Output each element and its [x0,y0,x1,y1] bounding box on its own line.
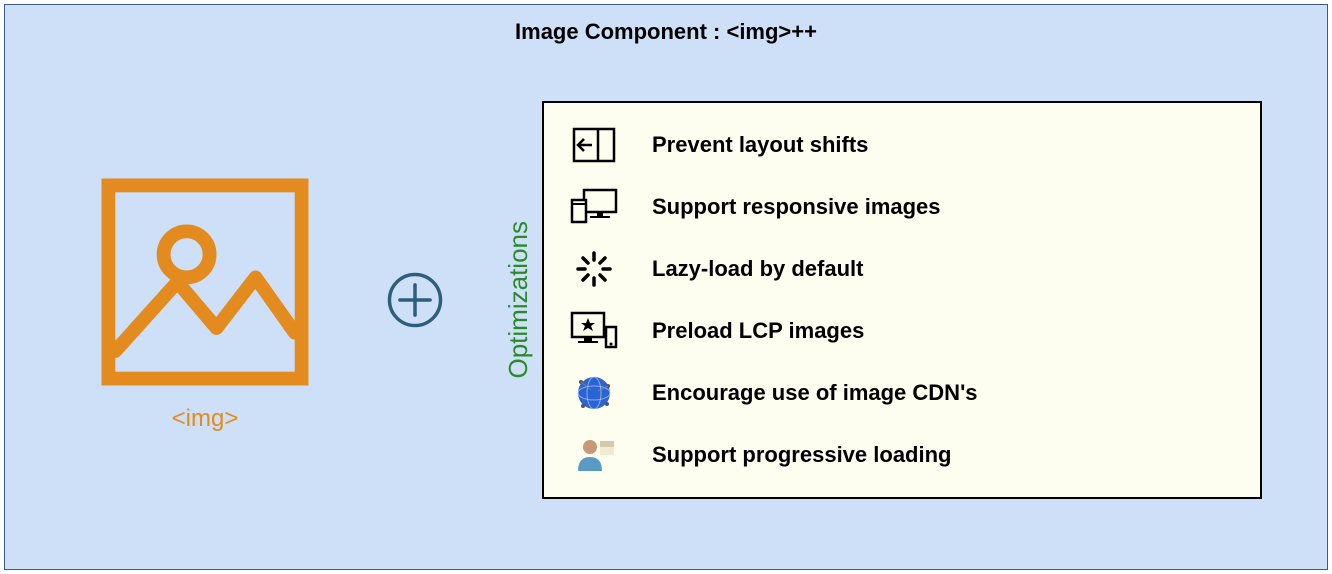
diagram-title: Image Component : <img>++ [5,5,1327,55]
opt-text: Support responsive images [652,194,941,220]
responsive-icon [570,187,618,227]
opt-item-lcp: Preload LCP images [570,311,1220,351]
opt-item-layout-shift: Prevent layout shifts [570,125,1220,165]
content-row: <img> Optimizations [5,55,1327,569]
plus-icon [386,271,444,329]
optimizations-label: Optimizations [495,221,542,379]
image-icon [90,167,320,397]
opt-item-cdn: Encourage use of image CDN's [570,373,1220,413]
layout-shift-icon [570,125,618,165]
opt-text: Prevent layout shifts [652,132,868,158]
spinner-icon [570,249,618,289]
optimizations-section: Optimizations Prevent layout shifts [495,55,1287,545]
image-block: <img> [75,167,335,433]
opt-text: Preload LCP images [652,318,864,344]
lcp-icon [570,311,618,351]
plus-column [375,271,455,329]
globe-icon [570,373,618,413]
opt-item-responsive: Support responsive images [570,187,1220,227]
opt-text: Support progressive loading [652,442,951,468]
opt-text: Encourage use of image CDN's [652,380,978,406]
main-panel: Image Component : <img>++ <img> Optimiza… [4,4,1328,570]
image-label: <img> [172,405,239,433]
progressive-icon [570,435,618,475]
opt-item-progressive: Support progressive loading [570,435,1220,475]
optimizations-box: Prevent layout shifts Support responsive… [542,101,1262,499]
opt-text: Lazy-load by default [652,256,863,282]
opt-item-lazy-load: Lazy-load by default [570,249,1220,289]
